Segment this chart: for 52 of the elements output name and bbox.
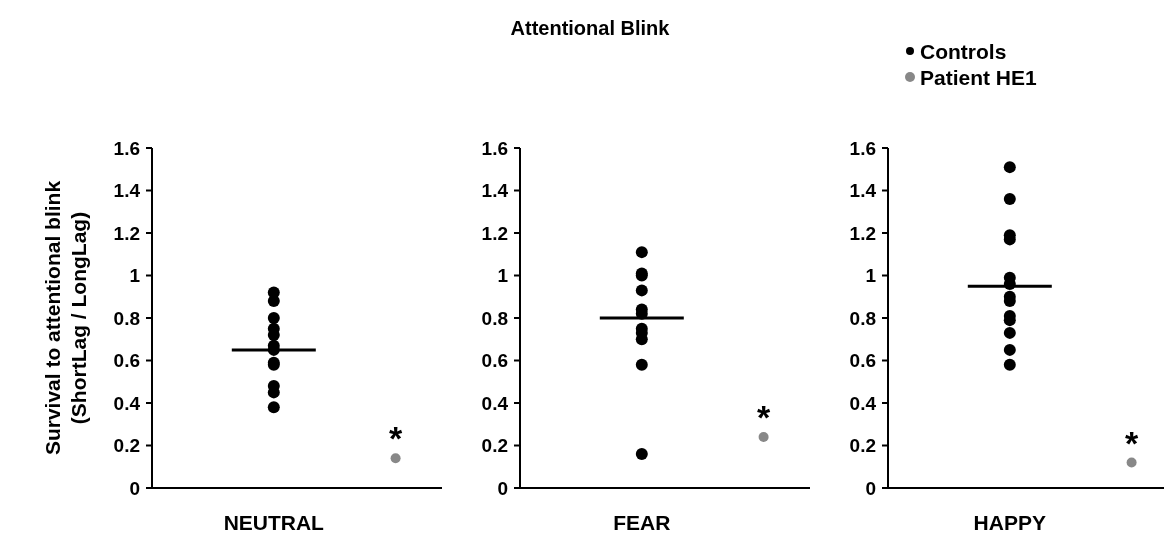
x-axis-title: HAPPY — [973, 511, 1046, 534]
y-tick-label: 0.2 — [849, 435, 876, 457]
point — [1003, 343, 1016, 356]
legend-label: Controls — [920, 40, 1007, 64]
point — [635, 246, 648, 259]
point — [758, 432, 769, 442]
annotation: * — [388, 419, 403, 458]
y-tick-label: 0.2 — [113, 435, 140, 457]
y-tick-label: 1.2 — [481, 222, 508, 244]
point — [390, 453, 401, 464]
point — [267, 295, 280, 307]
y-axis-title: Survival to attentional blink (ShortLag / LongLag) — [41, 180, 90, 456]
y-tick-label: 1.4 — [113, 180, 141, 202]
y-tick-label: 1.6 — [113, 137, 140, 159]
y-tick-label: 1.4 — [849, 180, 877, 202]
point — [1003, 161, 1016, 174]
y-tick-label: 0.4 — [113, 392, 141, 414]
y-tick-label: 1 — [129, 265, 141, 287]
annotation: * — [756, 398, 771, 436]
y-tick-label: 1.2 — [113, 222, 140, 244]
y-tick-label: 0 — [497, 477, 508, 499]
point — [635, 448, 648, 460]
y-tick-label: 0.6 — [481, 350, 508, 372]
point — [267, 312, 280, 324]
point — [1126, 457, 1137, 468]
y-tick-label: 0 — [129, 477, 140, 499]
point — [635, 284, 648, 297]
point — [267, 401, 280, 414]
y-tick-label: 0.6 — [849, 350, 876, 372]
y-tick-label: 1.6 — [481, 137, 508, 159]
x-axis-title: FEAR — [613, 511, 671, 534]
point — [1003, 326, 1016, 339]
y-tick-label: 0.8 — [481, 307, 508, 329]
y-tick-label: 1.6 — [849, 137, 876, 159]
point — [1003, 193, 1016, 205]
y-tick-label: 0.6 — [113, 350, 140, 372]
x-axis-title: NEUTRAL — [223, 511, 325, 534]
y-tick-label: 0.4 — [481, 392, 509, 414]
y-tick-label: 0.4 — [849, 392, 877, 414]
y-tick-label: 1 — [865, 265, 877, 287]
annotation: * — [1124, 423, 1139, 462]
point — [1003, 358, 1016, 371]
legend-label: Patient HE1 — [920, 66, 1038, 90]
y-tick-label: 1 — [497, 265, 509, 287]
y-tick-label: 0 — [865, 477, 876, 499]
y-tick-label: 0.8 — [113, 307, 140, 329]
y-tick-label: 1.2 — [849, 222, 876, 244]
point — [635, 358, 648, 371]
chart-title: Attentional Blink — [510, 17, 671, 39]
y-tick-label: 0.2 — [481, 435, 508, 457]
y-tick-label: 1.4 — [481, 180, 509, 202]
y-tick-label: 0.8 — [849, 307, 876, 329]
